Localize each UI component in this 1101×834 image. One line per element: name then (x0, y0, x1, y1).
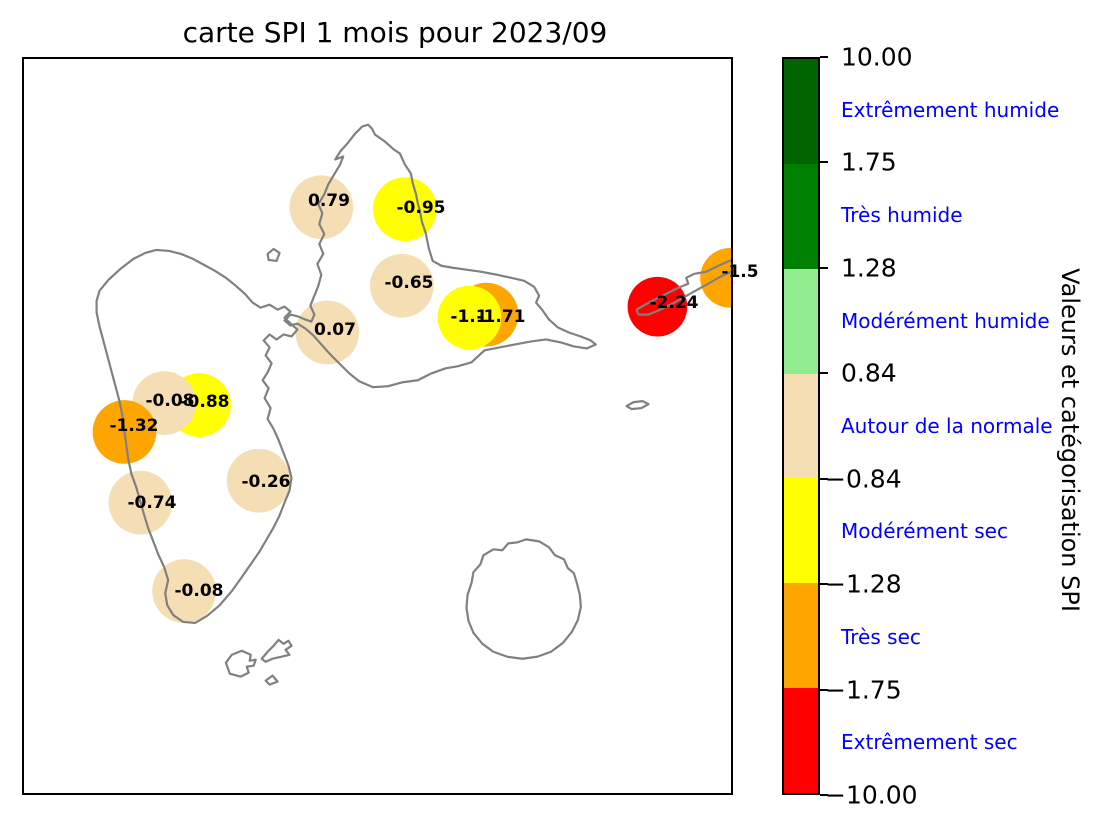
station-value-label: 0.07 (314, 320, 356, 340)
station-circle (289, 175, 354, 240)
station-value-label: -0.08 (174, 581, 224, 601)
station-value-label: -1.32 (109, 416, 159, 436)
colorbar-category-label: Autour de la normale (841, 414, 1053, 438)
station-value-label: -1.5 (721, 262, 759, 282)
station-circle (437, 285, 502, 350)
colorbar-segment (784, 268, 818, 374)
colorbar-tick-label: −1.28 (825, 569, 902, 599)
station-value-label: 0.79 (308, 191, 350, 211)
colorbar-tick (820, 56, 828, 58)
colorbar-tick-label: −0.84 (825, 464, 902, 494)
coastlines-layer (95, 123, 731, 686)
colorbar-category-label: Extrêmement humide (841, 97, 1060, 122)
colorbar-tick (820, 583, 828, 586)
station-value-label: -2.24 (649, 293, 699, 313)
colorbar-tick (820, 477, 828, 480)
station-circle (373, 177, 437, 242)
colorbar-segment (784, 583, 818, 689)
islet-les-saintes-south (264, 674, 279, 686)
colorbar (782, 57, 820, 795)
station-value-label: -0.26 (241, 472, 291, 492)
island-petite-terre (625, 400, 650, 411)
station-value-label: -1.1 (450, 307, 488, 327)
station-circle (295, 300, 360, 365)
island-les-saintes-terre-de-haut (260, 638, 293, 663)
colorbar-tick-label: −10.00 (825, 780, 918, 810)
colorbar-tick (820, 794, 828, 796)
colorbar-category-label: Très sec (841, 624, 921, 649)
colorbar-segment (784, 163, 818, 269)
coastline-basse-terre (95, 248, 299, 625)
colorbar-tick-label: 1.28 (841, 253, 897, 283)
station-value-label: -0.88 (180, 392, 230, 412)
colorbar-segment (784, 478, 818, 584)
map-svg (92, 123, 731, 686)
colorbar-tick-label: 10.00 (841, 42, 913, 72)
colorbar-tick (820, 372, 828, 375)
station-value-label: -0.65 (384, 273, 434, 293)
colorbar-category-label: Modérément sec (841, 519, 1008, 544)
colorbar-tick (820, 266, 828, 269)
map-plot-area: 0.79 -0.95 -0.65 -1.71 -1.1 0.07 -0.88 -0.08 -1.… (22, 57, 759, 795)
station-value-label: -0.08 (145, 391, 195, 411)
coastline-grande-terre (283, 123, 597, 389)
colorbar-tick-label: 0.84 (841, 358, 897, 388)
colorbar-segment (784, 688, 818, 793)
station-labels-layer: 0.79 -0.95 -0.65 -1.71 -1.1 0.07 -0.88 -0.08 -1.… (24, 59, 759, 793)
colorbar-category-label: Modérément humide (841, 308, 1050, 333)
station-value-label: -1.71 (476, 307, 526, 327)
colorbar-tick-label: −1.75 (825, 675, 902, 705)
island-marie-galante (465, 538, 582, 660)
station-circle (226, 448, 291, 513)
colorbar-tick (820, 161, 828, 164)
colorbar-tick-label: 1.75 (841, 147, 897, 177)
station-value-label: -0.95 (396, 198, 446, 218)
station-value-label: -0.74 (127, 493, 177, 513)
islet-grand-cul-de-sac (266, 247, 281, 262)
colorbar-segment (784, 59, 818, 164)
colorbar-tick (820, 688, 828, 691)
island-la-desirade (635, 259, 731, 316)
colorbar-category-label: Extrêmement sec (841, 730, 1018, 755)
colorbar-segment (784, 373, 818, 479)
island-les-saintes-terre-de-bas (224, 649, 257, 678)
colorbar-category-label: Très humide (841, 203, 963, 228)
station-circle (370, 253, 434, 318)
chart-title: carte SPI 1 mois pour 2023/09 (182, 16, 608, 49)
colorbar-axis-label: Valeurs et catégorisation SPI (1056, 268, 1084, 612)
